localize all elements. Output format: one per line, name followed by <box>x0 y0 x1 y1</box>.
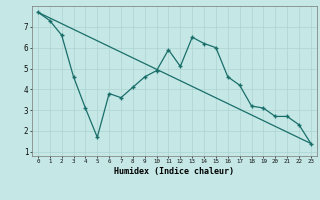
X-axis label: Humidex (Indice chaleur): Humidex (Indice chaleur) <box>115 167 234 176</box>
